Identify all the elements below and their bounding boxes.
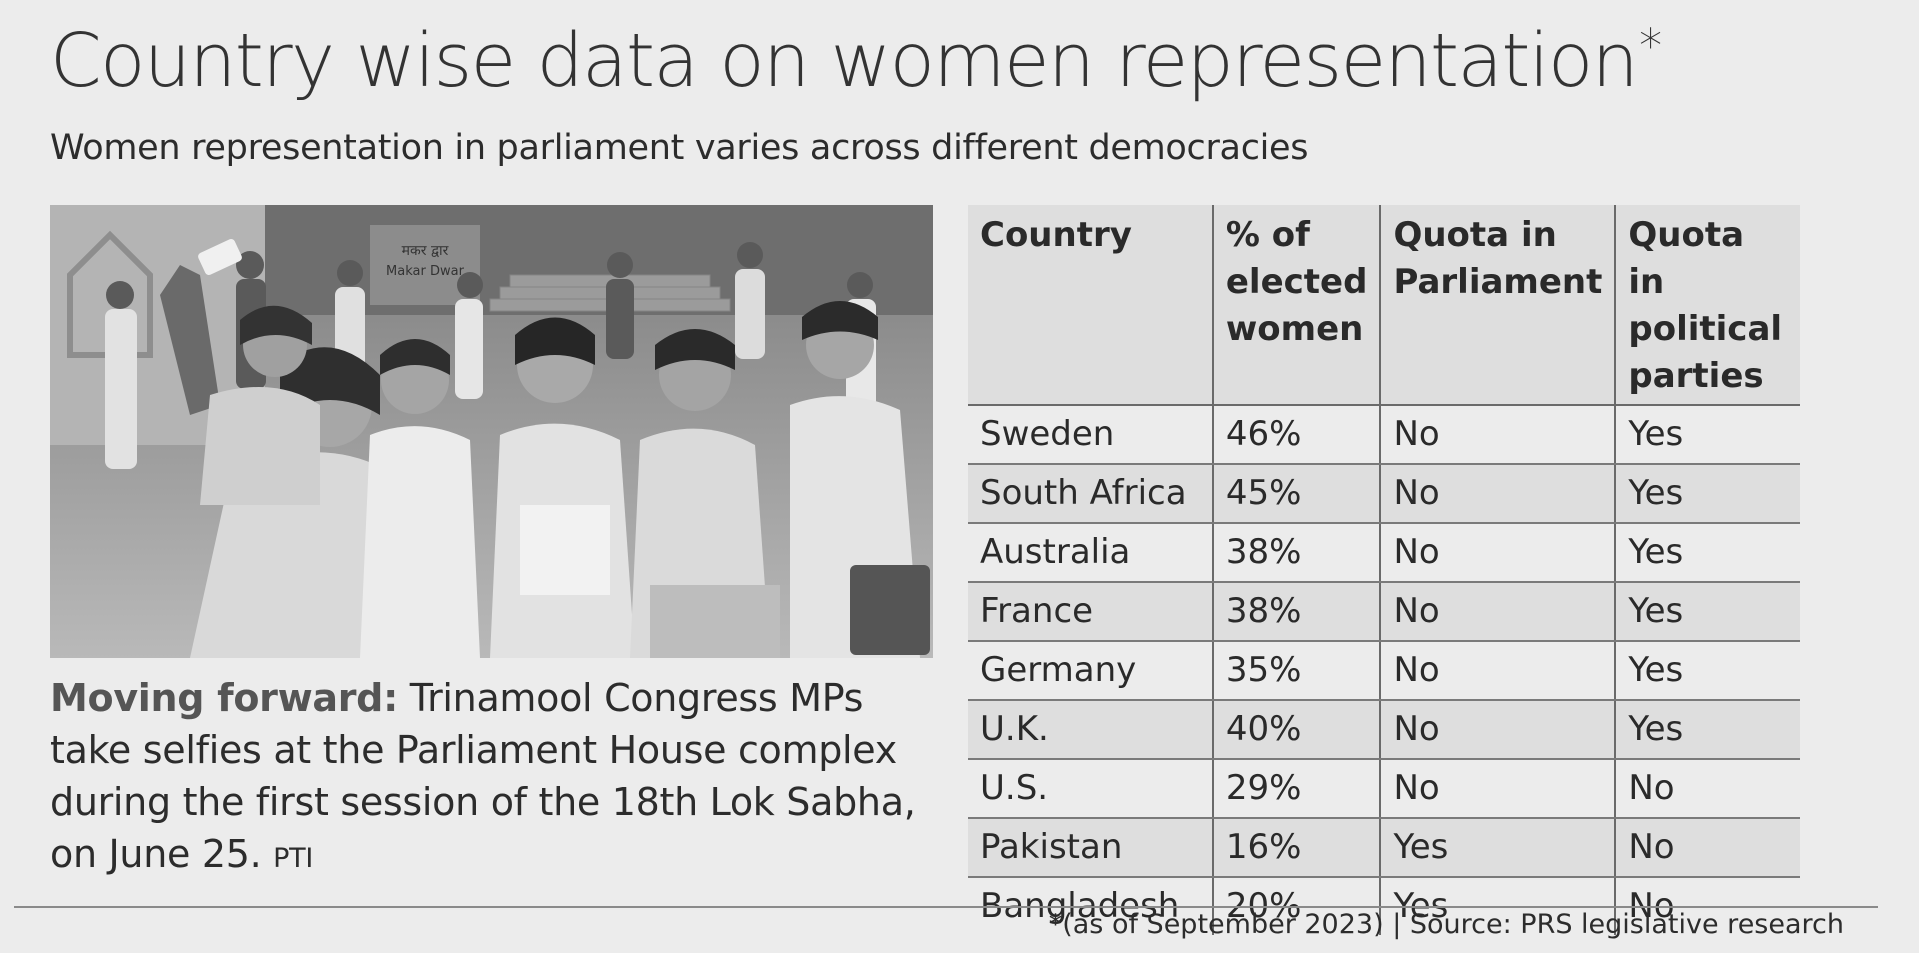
header-quota-party-line-3: parties — [1628, 356, 1764, 396]
header-quota-parl-line-2: Parliament — [1393, 262, 1603, 302]
table-row: France 38% No Yes — [968, 582, 1800, 642]
cell-quota-parliament: No — [1379, 464, 1616, 524]
header-percent-line-2: elected — [1225, 262, 1368, 302]
cell-percent: 35% — [1211, 641, 1381, 701]
table-row: Sweden 46% No Yes — [968, 405, 1800, 465]
cell-quota-parties: No — [1614, 759, 1800, 819]
cell-percent: 38% — [1211, 582, 1381, 642]
table-header-row: Country % of elected women Quota in Parliam… — [968, 205, 1800, 406]
title-text: Country wise data on women representatio… — [50, 18, 1639, 104]
table-row: Pakistan 16% Yes No — [968, 818, 1800, 878]
source-note: *(as of September 2023) | Source: PRS le… — [1048, 909, 1844, 940]
table-row: Germany 35% No Yes — [968, 641, 1800, 701]
cell-percent: 16% — [1211, 818, 1381, 878]
news-photo: मकर द्वार Makar Dwar — [50, 205, 933, 658]
header-country: Country — [968, 205, 1213, 406]
cell-quota-parliament: No — [1379, 523, 1616, 583]
cell-country: Sweden — [968, 405, 1213, 465]
header-country-line-1: Country — [980, 215, 1132, 255]
cell-quota-parties: No — [1614, 818, 1800, 878]
cell-country: U.S. — [968, 759, 1213, 819]
header-percent-line-3: women — [1225, 309, 1364, 349]
cell-quota-parliament: No — [1379, 405, 1616, 465]
sign-line-2: Makar Dwar — [386, 264, 465, 279]
page-title: Country wise data on women representatio… — [50, 18, 1662, 104]
foreground-people — [160, 238, 930, 658]
header-quota-parliament: Quota in Parliament — [1379, 205, 1616, 406]
header-percent-line-1: % of — [1225, 215, 1310, 255]
cell-quota-parties: Yes — [1614, 405, 1800, 465]
cell-percent: 38% — [1211, 523, 1381, 583]
caption-text: Trinamool Congress MPs take selfies at t… — [50, 676, 916, 876]
cell-country: U.K. — [968, 700, 1213, 760]
cell-quota-parties: Yes — [1614, 582, 1800, 642]
photo-caption: Moving forward: Trinamool Congress MPs t… — [50, 672, 950, 885]
cell-country: South Africa — [968, 464, 1213, 524]
table-row: South Africa 45% No Yes — [968, 464, 1800, 524]
cell-percent: 40% — [1211, 700, 1381, 760]
cell-percent: 46% — [1211, 405, 1381, 465]
cell-percent: 45% — [1211, 464, 1381, 524]
header-quota-parl-line-1: Quota in — [1393, 215, 1557, 255]
photo-credit: PTI — [273, 843, 314, 874]
representation-table: Country % of elected women Quota in Parliam… — [968, 205, 1800, 935]
header-quota-party-line-2: political — [1628, 309, 1783, 349]
photo-illustration: मकर द्वार Makar Dwar — [50, 205, 933, 658]
cell-quota-parties: Yes — [1614, 523, 1800, 583]
header-quota-parties: Quota in political parties — [1614, 205, 1800, 406]
cell-quota-parliament: No — [1379, 700, 1616, 760]
cell-quota-parliament: No — [1379, 582, 1616, 642]
sign-line-1: मकर द्वार — [402, 243, 449, 259]
header-quota-party-line-1: Quota in — [1628, 215, 1745, 302]
cell-quota-parties: Yes — [1614, 700, 1800, 760]
footer-divider — [14, 906, 1878, 908]
cell-quota-parties: Yes — [1614, 464, 1800, 524]
cell-country: Pakistan — [968, 818, 1213, 878]
cell-country: Germany — [968, 641, 1213, 701]
title-asterisk: * — [1639, 19, 1662, 73]
caption-lead: Moving forward: — [50, 676, 398, 720]
table-row: U.K. 40% No Yes — [968, 700, 1800, 760]
header-percent-elected-women: % of elected women — [1211, 205, 1381, 406]
page-subtitle: Women representation in parliament varie… — [50, 128, 1309, 168]
cell-quota-parliament: No — [1379, 641, 1616, 701]
table-row: Australia 38% No Yes — [968, 523, 1800, 583]
cell-country: France — [968, 582, 1213, 642]
cell-quota-parliament: No — [1379, 759, 1616, 819]
cell-quota-parliament: Yes — [1379, 818, 1616, 878]
cell-country: Australia — [968, 523, 1213, 583]
cell-quota-parties: Yes — [1614, 641, 1800, 701]
table-row: U.S. 29% No No — [968, 759, 1800, 819]
cell-percent: 29% — [1211, 759, 1381, 819]
